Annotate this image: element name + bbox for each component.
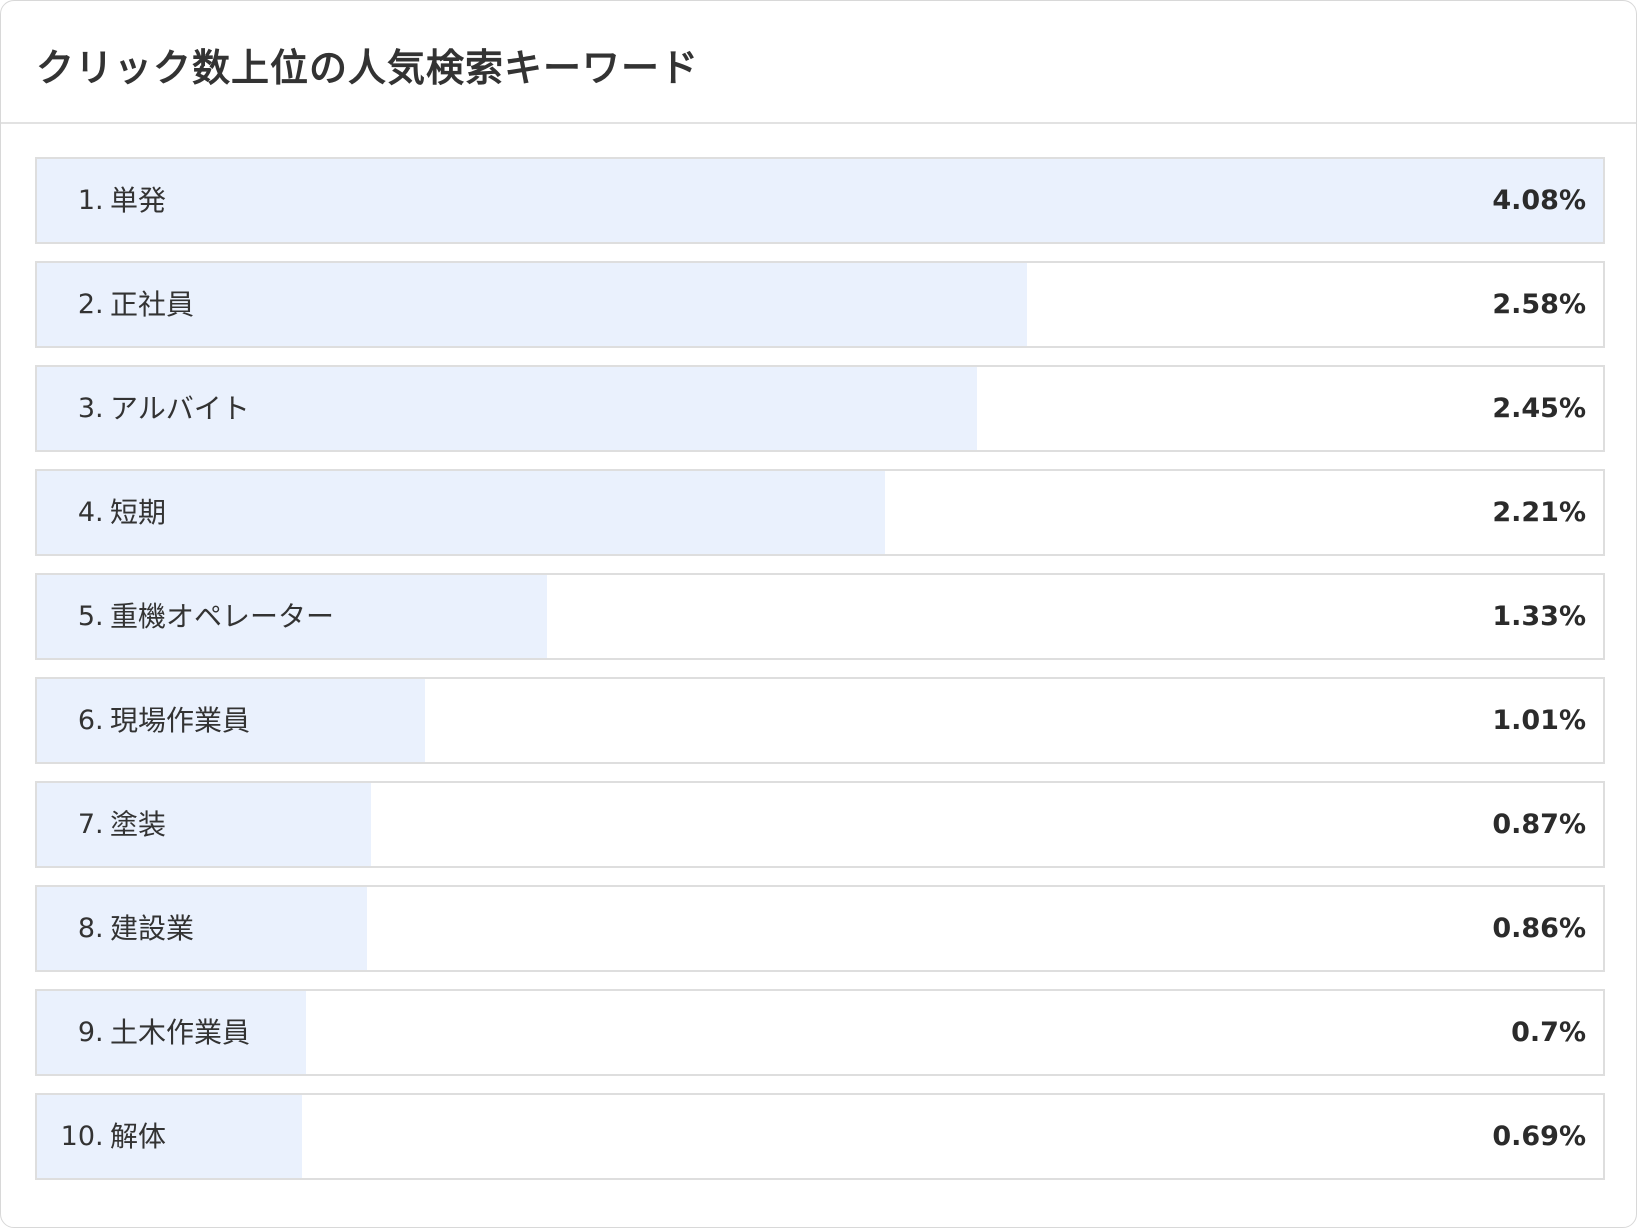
keyword-label: 建設業: [110, 912, 195, 945]
keyword-rank: 8: [77, 913, 95, 944]
keyword-label: 単発: [110, 184, 167, 217]
keyword-click-share: 0.87%: [1492, 809, 1586, 840]
keyword-click-share: 0.69%: [1492, 1121, 1586, 1152]
keyword-share-bar: [37, 679, 425, 762]
keyword-share-bar: [37, 471, 886, 554]
keyword-rank: 5: [77, 601, 95, 632]
keyword-label: 塗装: [110, 808, 167, 841]
keyword-row: 5. 重機オペレーター 1.33%: [35, 573, 1605, 660]
keyword-label: 現場作業員: [110, 704, 251, 737]
keyword-rank: 6: [77, 705, 95, 736]
keyword-rank: 7: [77, 809, 95, 840]
keyword-rank-dot: .: [95, 601, 104, 632]
keyword-row: 4. 短期 2.21%: [35, 469, 1605, 556]
keyword-rank: 3: [77, 393, 95, 424]
keyword-click-share: 4.08%: [1492, 185, 1586, 216]
keyword-row: 2. 正社員 2.58%: [35, 261, 1605, 348]
keyword-click-share: 2.21%: [1492, 497, 1586, 528]
keyword-row: 1. 単発 4.08%: [35, 157, 1605, 244]
keyword-row: 8. 建設業 0.86%: [35, 885, 1605, 972]
keyword-click-share: 2.45%: [1492, 393, 1586, 424]
keyword-click-share: 0.7%: [1511, 1017, 1586, 1048]
keyword-label: 正社員: [110, 288, 195, 321]
keyword-rank: 10: [60, 1121, 95, 1152]
keyword-rank-dot: .: [95, 185, 104, 216]
keyword-rank-dot: .: [95, 809, 104, 840]
keyword-rank-dot: .: [95, 1017, 104, 1048]
keyword-share-bar: [37, 991, 306, 1074]
keyword-ranking-list: 1. 単発 4.08% 2. 正社員 2.58% 3. アルバイト 2.45% 4. 短期 2.21%…: [35, 157, 1605, 1197]
keyword-label: 短期: [110, 496, 167, 529]
keyword-rank: 9: [77, 1017, 95, 1048]
keyword-share-bar: [37, 159, 1603, 242]
keyword-row: 7. 塗装 0.87%: [35, 781, 1605, 868]
keyword-rank-dot: .: [95, 913, 104, 944]
keyword-rank: 4: [77, 497, 95, 528]
keyword-rank: 2: [77, 289, 95, 320]
keyword-click-share: 1.01%: [1492, 705, 1586, 736]
keyword-label: 土木作業員: [110, 1016, 251, 1049]
keyword-share-bar: [37, 575, 548, 658]
keyword-share-bar: [37, 887, 368, 970]
keyword-label: 重機オペレーター: [110, 600, 335, 633]
keyword-share-bar: [37, 1095, 302, 1178]
keyword-rank: 1: [77, 185, 95, 216]
keyword-rank-dot: .: [95, 705, 104, 736]
keyword-click-share: 1.33%: [1492, 601, 1586, 632]
keyword-click-share: 2.58%: [1492, 289, 1586, 320]
card-header: クリック数上位の人気検索キーワード: [1, 1, 1636, 124]
keyword-click-share: 0.86%: [1492, 913, 1586, 944]
keyword-share-bar: [37, 263, 1028, 346]
keyword-share-bar: [37, 367, 978, 450]
keyword-rank-dot: .: [95, 289, 104, 320]
keyword-row: 9. 土木作業員 0.7%: [35, 989, 1605, 1076]
keyword-label: アルバイト: [110, 392, 250, 425]
keyword-rank-dot: .: [95, 497, 104, 528]
keyword-row: 3. アルバイト 2.45%: [35, 365, 1605, 452]
card-title: クリック数上位の人気検索キーワード: [36, 46, 700, 90]
keyword-share-bar: [37, 783, 371, 866]
keyword-rank-dot: .: [95, 1121, 104, 1152]
keyword-label: 解体: [110, 1120, 167, 1153]
keyword-row: 6. 現場作業員 1.01%: [35, 677, 1605, 764]
keyword-row: 10. 解体 0.69%: [35, 1093, 1605, 1180]
keyword-rank-dot: .: [95, 393, 104, 424]
